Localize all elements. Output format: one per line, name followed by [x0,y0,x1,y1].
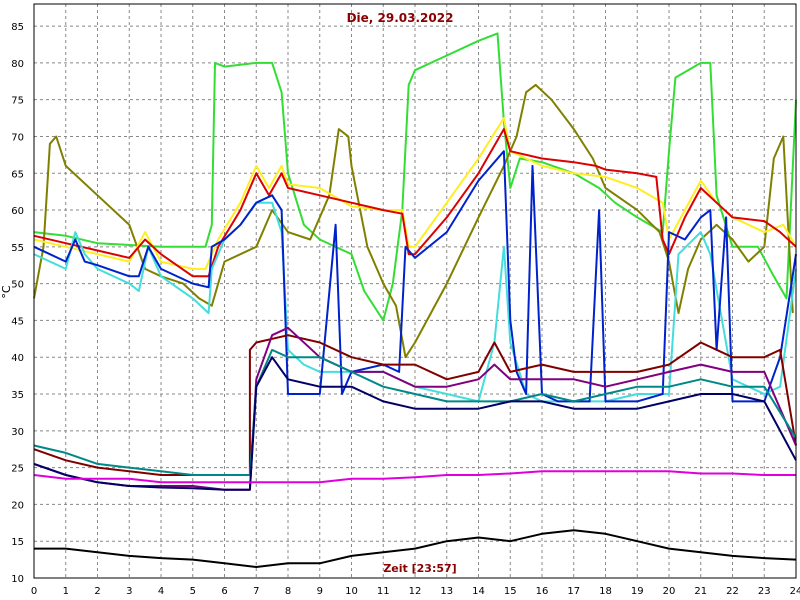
y-tick-label: 25 [11,464,24,475]
x-tick-label: 5 [190,586,196,597]
y-tick-label: 30 [11,427,24,438]
x-tick-label: 23 [758,586,771,597]
series-line-7 [33,334,797,476]
x-tick-labels: 0 1 2 3 4 5 6 7 8 9 10 11 12 13 14 15 16 17 18 19 20 21 22 23 24 [31,586,800,597]
x-tick-label: 12 [409,586,422,597]
y-axis-label: °C [0,285,13,299]
y-tick-labels: 10 15 20 25 30 35 40 45 50 55 60 65 70 75 80 85 [11,22,24,585]
y-tick-label: 70 [11,132,24,143]
series-line-1 [33,32,797,322]
chart-title: Die, 29.03.2022 [347,11,454,25]
series-line-10 [33,356,797,491]
x-tick-label: 15 [504,586,517,597]
x-tick-label: 21 [694,586,707,597]
series-line-4 [33,128,797,278]
x-tick-label: 11 [377,586,390,597]
y-tick-label: 55 [11,243,24,254]
y-tick-label: 10 [11,574,24,585]
plot-frame [33,3,797,579]
y-tick-label: 35 [11,390,24,401]
x-tick-label: 20 [663,586,676,597]
x-tick-label: 14 [472,586,485,597]
series-line-8 [33,326,797,491]
x-tick-label: 13 [440,586,453,597]
x-tick-label: 9 [317,586,323,597]
y-tick-label: 15 [11,537,24,548]
series-line-6 [33,150,797,403]
x-tick-label: 0 [31,586,37,597]
y-tick-label: 20 [11,500,24,511]
x-tick-label: 10 [345,586,358,597]
x-tick-label: 7 [253,586,259,597]
series-line-9 [33,348,797,476]
x-axis-label: Zeit [23:57] [383,562,456,575]
x-tick-label: 4 [158,586,164,597]
x-tick-label: 16 [536,586,549,597]
y-tick-label: 80 [11,59,24,70]
x-tick-label: 3 [126,586,132,597]
y-tick-label: 85 [11,22,24,33]
x-tick-label: 6 [221,586,227,597]
x-tick-label: 19 [631,586,644,597]
series-line-12 [34,529,797,568]
x-tick-label: 18 [599,586,612,597]
y-tick-label: 40 [11,353,24,364]
y-tick-label: 75 [11,96,24,107]
x-tick-label: 22 [726,586,739,597]
series-line-11 [33,470,796,484]
y-tick-label: 65 [11,169,24,180]
series-group [33,32,797,568]
x-tick-label: 1 [63,586,69,597]
x-tick-label: 17 [567,586,580,597]
x-tick-label: 8 [285,586,291,597]
y-tick-label: 60 [11,206,24,217]
x-tick-label: 24 [790,586,800,597]
y-tick-label: 50 [11,280,24,291]
x-tick-label: 2 [94,586,100,597]
y-tick-label: 45 [11,316,24,327]
series-line-3 [33,117,797,270]
